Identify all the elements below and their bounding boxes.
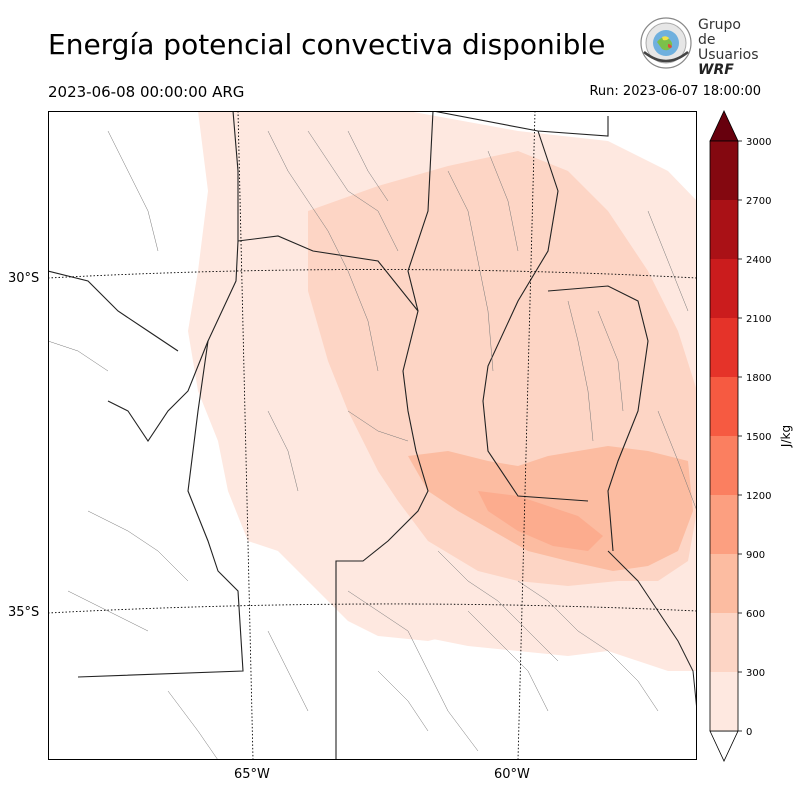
colorbar-band [710,672,738,731]
lat-label-35s: 35°S [8,605,40,620]
graticule [48,111,697,760]
colorbar-band [710,259,738,318]
colorbar-band [710,436,738,495]
colorbar-tick-label: 2700 [746,196,771,207]
colorbar-tick-label: 1500 [746,432,771,443]
colorbar-band [710,495,738,554]
department-borders [48,130,697,760]
colorbar-extend-max [709,110,739,142]
province-borders [48,111,649,760]
colorbar-tick-label: 2400 [746,255,771,266]
colorbar-tick-label: 600 [746,609,765,620]
colorbar-band [710,377,738,436]
map-title: Energía potencial convectiva disponible [48,28,606,61]
logo-line1: Grupo de [698,17,741,48]
logo-line3: WRF [698,62,734,78]
colorbar-band [710,141,738,200]
cape-band-900-1200 [478,491,603,551]
logo-line2: Usuarios [698,47,759,63]
colorbar-band [710,318,738,377]
lon-label-65w: 65°W [234,767,270,782]
lon-label-60w: 60°W [494,767,530,782]
cape-band-0-300-south [338,561,697,671]
colorbar-tick-label: 900 [746,550,765,561]
colorbar-tick-label: 1200 [746,491,771,502]
colorbar-extend-min [709,730,739,762]
lat-label-30s: 30°S [8,271,40,286]
coastline [607,550,697,712]
valid-time: 2023-06-08 00:00:00 ARG [48,83,245,101]
cape-map [48,111,697,760]
map-border [48,111,697,760]
colorbar-tick-label: 3000 [746,137,771,148]
colorbar-band [710,613,738,672]
colorbar-tick-label: 2100 [746,314,771,325]
colorbar-unit-label: J/kg [779,425,793,448]
globe-logo-icon [640,17,692,69]
colorbar-band [710,200,738,259]
colorbar-tick-label: 300 [746,668,765,679]
colorbar-tick-label: 0 [746,727,752,738]
run-time: Run: 2023-06-07 18:00:00 [589,84,761,99]
wrf-users-logo: Grupo de Usuarios WRF [638,16,759,78]
colorbar-tick-label: 1800 [746,373,771,384]
colorbar-band [710,554,738,613]
colorbar: 0 300 600 900 1200 1500 1800 2100 2400 2700 3000 J/… [709,110,793,762]
